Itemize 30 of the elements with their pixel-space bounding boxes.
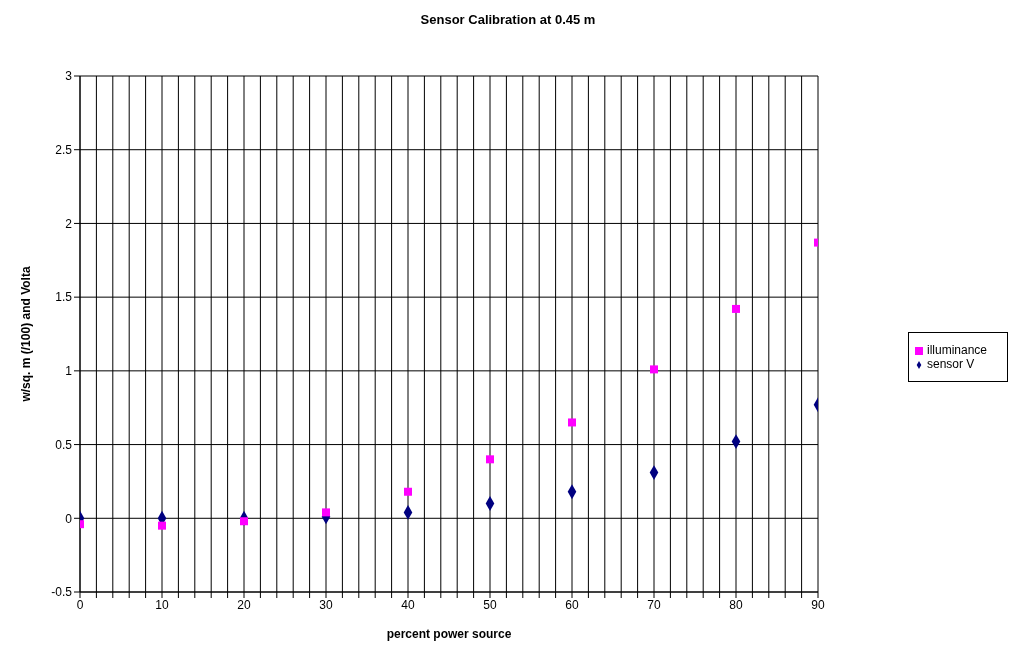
chart-title: Sensor Calibration at 0.45 m: [419, 12, 597, 29]
x-tick-label: 90: [811, 597, 825, 612]
point: [322, 508, 330, 517]
y-tick-label: 0.5: [55, 437, 73, 452]
x-tick-label: 20: [237, 597, 251, 612]
point: [404, 487, 412, 496]
point: [568, 418, 576, 427]
y-axis-title: w/sq. m (/100) and Volta: [19, 266, 34, 403]
x-tick-label: 60: [565, 597, 579, 612]
x-tick-label: 50: [483, 597, 497, 612]
legend-label: illuminance: [927, 343, 988, 357]
point: [650, 365, 658, 374]
x-tick-label: 80: [729, 597, 743, 612]
y-tick-label: 2.5: [55, 142, 73, 157]
legend-label: sensor V: [927, 357, 975, 371]
point: [732, 304, 740, 313]
y-tick-label: 2: [65, 216, 73, 231]
point: [486, 455, 494, 464]
x-tick-label: 40: [401, 597, 415, 612]
y-tick-label: 1: [65, 364, 73, 379]
y-tick-label: 0: [65, 511, 73, 526]
y-tick-label: -0.5: [51, 585, 73, 600]
y-tick-label: 3: [65, 69, 73, 84]
point: [158, 521, 166, 530]
x-axis-title: percent power source: [386, 627, 512, 641]
x-tick-label: 70: [647, 597, 661, 612]
x-tick-label: 30: [319, 597, 333, 612]
y-tick-label: 1.5: [55, 290, 73, 305]
x-tick-label: 0: [76, 597, 84, 612]
x-tick-label: 10: [155, 597, 169, 612]
